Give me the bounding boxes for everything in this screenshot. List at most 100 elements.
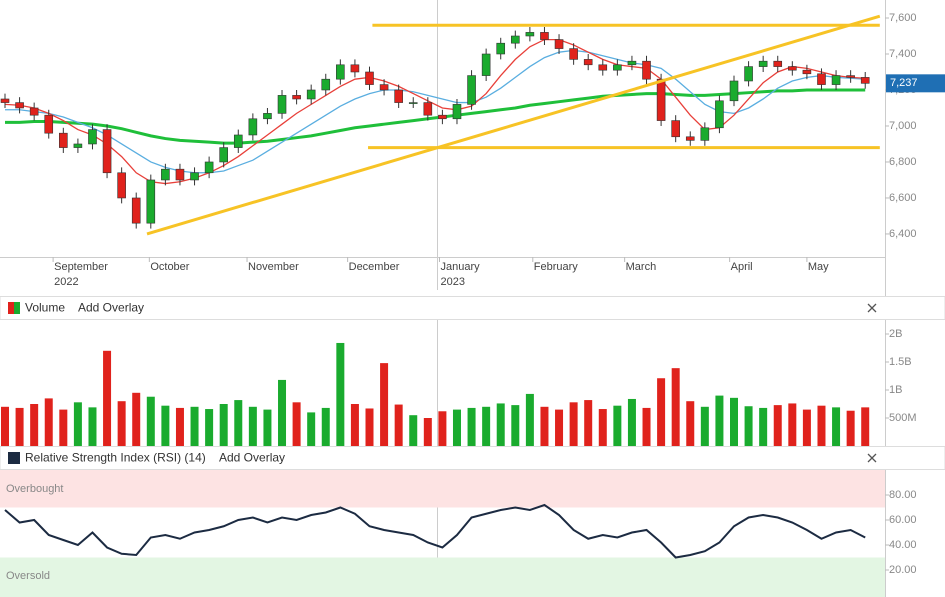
last-price-label: 7,237 xyxy=(890,77,918,89)
candle-body xyxy=(758,60,768,67)
y-tick-label: 2B xyxy=(889,328,902,340)
candle-body xyxy=(788,66,797,71)
y-tick-label: 1.5B xyxy=(889,356,912,368)
candle-body xyxy=(175,168,185,181)
y-tick-label: 7,600 xyxy=(889,12,917,24)
volume-bar xyxy=(103,350,112,446)
x-year-label: 2022 xyxy=(54,276,78,288)
y-tick-label: 60.00 xyxy=(889,514,917,526)
panel-header xyxy=(0,446,945,470)
candle-body xyxy=(583,59,593,66)
candle-body xyxy=(117,172,126,199)
volume-bar xyxy=(496,403,505,446)
candle-body xyxy=(773,60,783,67)
volume-bar xyxy=(292,402,301,446)
volume-bar xyxy=(44,398,53,446)
candle-body xyxy=(321,78,331,91)
candle-body xyxy=(656,78,666,121)
volume-bar xyxy=(117,401,126,446)
y-tick-label: 6,600 xyxy=(889,192,917,204)
candle-body xyxy=(131,197,141,224)
x-tick-label: November xyxy=(248,261,299,273)
candle-body xyxy=(292,95,301,100)
volume-bar xyxy=(321,407,330,446)
candle-body xyxy=(29,107,39,116)
candle-body xyxy=(831,75,841,85)
x-tick-label: September xyxy=(54,261,108,273)
candle-body xyxy=(423,102,433,116)
moving-average xyxy=(5,88,866,145)
volume-bar xyxy=(555,409,564,446)
volume-bar xyxy=(773,405,782,446)
candle-body xyxy=(700,127,710,141)
volume-bar xyxy=(161,405,170,446)
volume-bar xyxy=(642,407,651,446)
candle-body xyxy=(467,75,476,105)
volume-bar xyxy=(861,407,870,446)
candle-body xyxy=(744,66,753,82)
volume-bar xyxy=(146,396,155,446)
volume-bar xyxy=(802,409,811,446)
zone-label: Oversold xyxy=(6,570,50,582)
candle-body xyxy=(394,89,403,103)
volume-bar xyxy=(336,342,345,446)
overlay-button[interactable]: Add Overlay xyxy=(219,451,285,465)
candle-body xyxy=(44,114,54,134)
candle-body xyxy=(365,71,374,85)
overlay-button[interactable]: Add Overlay xyxy=(78,301,144,315)
rsi-line xyxy=(4,503,866,559)
volume-bar xyxy=(686,401,695,446)
volume-bar xyxy=(205,409,214,446)
volume-bar xyxy=(715,395,724,446)
rsi-zone xyxy=(0,557,885,597)
y-tick-label: 1B xyxy=(889,384,902,396)
close-button[interactable] xyxy=(867,453,877,463)
candle-body xyxy=(204,161,214,174)
x-tick-label: December xyxy=(349,261,400,273)
close-button[interactable] xyxy=(867,303,877,313)
candle-body xyxy=(729,80,739,102)
candle-body xyxy=(146,179,156,224)
volume-bar xyxy=(613,405,622,446)
last-price-tag xyxy=(886,74,945,93)
legend-icon xyxy=(8,452,20,464)
volume-bar xyxy=(540,406,549,446)
volume-bar xyxy=(132,392,141,446)
volume-bar xyxy=(511,405,520,446)
candle-body xyxy=(569,48,578,60)
volume-bar xyxy=(263,409,272,446)
volume-bar xyxy=(846,410,855,446)
candle-body xyxy=(306,89,316,100)
volume-bar xyxy=(175,407,184,446)
candle-body xyxy=(219,147,228,163)
rsi-zone xyxy=(0,470,885,508)
candle-body xyxy=(613,64,622,71)
x-tick-label: January xyxy=(440,261,480,273)
volume-bar xyxy=(598,409,607,446)
volume-bar xyxy=(438,411,447,446)
volume-bar xyxy=(569,402,578,446)
panel-header xyxy=(0,296,945,320)
candle-body xyxy=(379,84,389,91)
volume-bar xyxy=(73,402,82,446)
candle-body xyxy=(277,95,287,114)
volume-bar xyxy=(525,393,534,446)
y-tick-label: 6,400 xyxy=(889,228,917,240)
volume-bar xyxy=(307,412,316,446)
candle-body xyxy=(248,118,258,136)
volume-bar xyxy=(584,400,593,446)
candle-body xyxy=(627,60,637,66)
volume-bar xyxy=(452,409,461,446)
candle-body xyxy=(452,104,462,120)
candle-body xyxy=(59,132,68,148)
volume-bar xyxy=(88,407,97,446)
candle-body xyxy=(685,136,695,141)
x-year-label: 2023 xyxy=(440,276,464,288)
y-tick-label: 7,400 xyxy=(889,48,917,60)
volume-bar xyxy=(15,407,24,446)
trend-line xyxy=(146,14,881,236)
volume-bar xyxy=(365,408,374,446)
volume-bar xyxy=(700,406,709,446)
